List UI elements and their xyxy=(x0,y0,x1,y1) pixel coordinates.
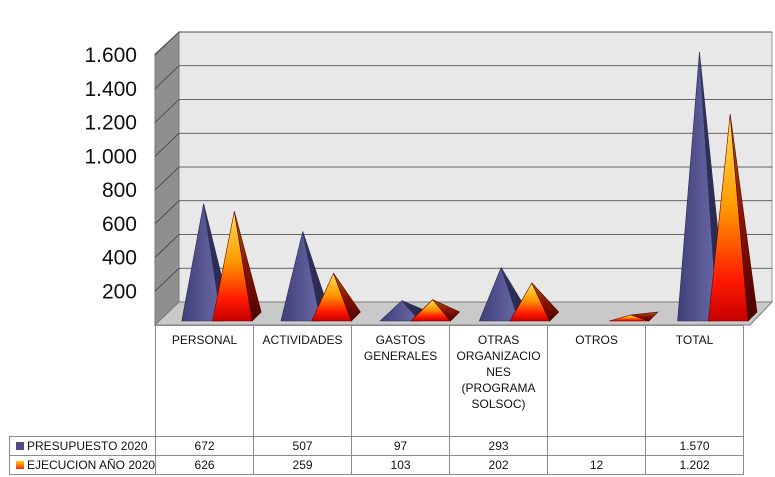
category-label: ACTIVIDADES xyxy=(253,325,353,437)
legend-entry-ejecucion: EJECUCION AÑO 2020 xyxy=(8,455,157,475)
data-cell: 12 xyxy=(547,455,647,475)
gridline-side xyxy=(154,166,180,191)
gridline-side xyxy=(154,200,180,225)
y-tick-label: 1.600 xyxy=(84,44,137,67)
legend-swatch-presupuesto xyxy=(16,442,24,450)
data-cell: 103 xyxy=(351,455,451,475)
legend-entry-presupuesto: PRESUPUESTO 2020 xyxy=(8,436,157,456)
data-cell: 259 xyxy=(253,455,353,475)
gridline-side xyxy=(154,31,180,56)
data-cell: 293 xyxy=(449,436,549,456)
y-tick-label: 1.200 xyxy=(84,112,137,135)
pyramid-ejecucion-0 xyxy=(212,211,262,322)
pyramid-side xyxy=(531,282,560,322)
legend-label-ejecucion: EJECUCION AÑO 2020 xyxy=(27,458,156,472)
category-label-line: ACTIVIDADES xyxy=(262,333,343,347)
y-tick-label: 200 xyxy=(102,280,137,303)
category-label: OTROS xyxy=(547,325,647,437)
category-label-line: ORGANIZACIO xyxy=(456,349,541,363)
y-tick-label: 600 xyxy=(102,213,137,236)
category-label-line: SOLSOC) xyxy=(471,397,526,411)
pyramid-ejecucion-5 xyxy=(708,114,758,322)
category-label: OTRAS ORGANIZACIO NES (PROGRAMA SOLSOC) xyxy=(449,325,549,437)
category-label-line: TOTAL xyxy=(675,333,714,347)
y-tick-label: 1.000 xyxy=(84,145,137,168)
pyramid-ejecucion-3 xyxy=(509,282,560,322)
data-cell: 202 xyxy=(449,455,549,475)
category-label-line: PERSONAL xyxy=(171,333,238,347)
pyramid-side xyxy=(729,114,758,322)
pyramid-side xyxy=(432,299,461,322)
gridline-side xyxy=(154,132,180,157)
pyramid-ejecucion-1 xyxy=(311,272,361,322)
category-label: TOTAL xyxy=(645,325,745,437)
pyramid-side xyxy=(630,311,659,322)
gridline-side xyxy=(154,234,180,258)
data-cell xyxy=(547,436,647,456)
category-label-line: GENERALES xyxy=(363,349,438,363)
data-cell: 626 xyxy=(155,455,255,475)
y-tick-label: 800 xyxy=(102,179,137,202)
data-cell: 672 xyxy=(155,436,255,456)
y-axis: 200 400 600 800 1.000 1.200 1.400 1.600 xyxy=(84,44,137,303)
category-label-line: (PROGRAMA xyxy=(461,381,536,395)
pyramid-ejecucion-2 xyxy=(410,299,461,322)
data-table: PERSONAL ACTIVIDADES GASTOS GENERALES OTRAS O… xyxy=(8,325,745,475)
gridline-side xyxy=(154,99,180,123)
pyramid-side xyxy=(234,211,262,322)
legend-swatch-ejecucion xyxy=(16,461,24,469)
pyramid-ejecucion-4 xyxy=(609,311,659,322)
category-label-line: NES xyxy=(486,365,511,379)
gridline-side xyxy=(154,65,180,90)
y-tick-label: 400 xyxy=(102,247,137,270)
data-cell: 97 xyxy=(351,436,451,456)
pyramid-chart: 200 400 600 800 1.000 1.200 1.400 1.600 xyxy=(84,30,774,327)
category-label-line: OTRAS xyxy=(477,333,520,347)
data-cell: 1.570 xyxy=(645,436,745,456)
table-corner xyxy=(9,325,157,437)
pyramid-side xyxy=(333,273,361,322)
data-cell: 1.202 xyxy=(645,455,745,475)
gridline-side xyxy=(154,267,180,292)
category-label: GASTOS GENERALES xyxy=(351,325,451,437)
chart-marks xyxy=(181,52,758,322)
legend-label-presupuesto: PRESUPUESTO 2020 xyxy=(27,439,148,453)
y-tick-label: 1.400 xyxy=(84,78,137,101)
category-label-line: OTROS xyxy=(575,333,618,347)
category-label-line: GASTOS xyxy=(375,333,426,347)
category-label: PERSONAL xyxy=(155,325,255,437)
data-cell: 507 xyxy=(253,436,353,456)
